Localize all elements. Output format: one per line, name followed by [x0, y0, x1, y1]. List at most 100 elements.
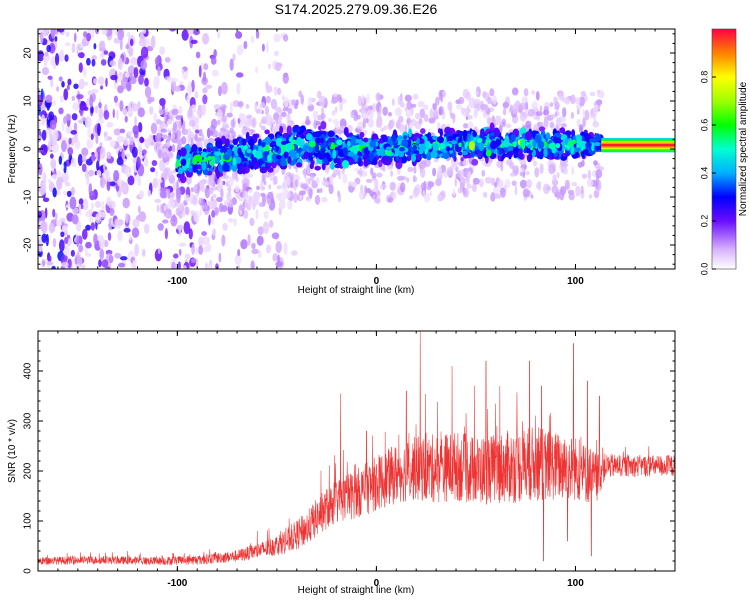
spectrogram-cell	[272, 253, 278, 262]
spectrogram-cell	[292, 174, 300, 183]
spectrogram-cell	[135, 214, 143, 221]
spectrogram-cell	[159, 46, 165, 56]
spectrogram-cell	[117, 230, 123, 242]
spectrogram-cell	[242, 190, 249, 200]
spectrogram-cell	[598, 181, 602, 192]
spectrogram-cell	[70, 249, 75, 257]
spectrogram-cell	[198, 155, 203, 164]
spectrogram-cell	[489, 122, 495, 132]
spectrogram-cell	[139, 146, 142, 158]
spectrogram-cell	[282, 34, 289, 42]
spectrogram-cell	[46, 261, 54, 266]
spectrogram-cell	[132, 157, 137, 164]
spectrogram-cell	[227, 218, 234, 223]
spectrogram-cell	[581, 173, 588, 179]
spectrogram-cell	[346, 151, 354, 157]
spectrogram-cell	[213, 104, 221, 110]
spectrogram-cell	[342, 146, 349, 156]
spectrogram-cell	[425, 141, 430, 147]
spectrogram-cell	[190, 209, 196, 217]
spectrogram-cell	[191, 79, 195, 93]
spectrogram-cell	[51, 29, 55, 39]
spectrogram-cell	[210, 56, 217, 65]
spectrogram-cell	[97, 118, 105, 125]
spectrogram-cell	[163, 113, 167, 121]
spectrogram-cell	[277, 254, 280, 264]
spectrogram-cell	[427, 181, 435, 188]
spectrogram-cell	[543, 116, 549, 128]
spectrogram-cell	[357, 156, 362, 166]
spectrogram-cell	[263, 174, 266, 185]
spectrogram-cell	[582, 117, 586, 128]
spectrogram-cell	[212, 198, 218, 209]
spectrogram-cell	[328, 183, 334, 195]
spectrogram-cell	[484, 176, 492, 184]
spectrogram-cell	[382, 164, 386, 172]
spectrogram-cell	[374, 197, 381, 204]
spectrogram-cell	[575, 185, 581, 197]
spectrogram-cell	[166, 77, 172, 83]
spectrogram-cell	[256, 235, 264, 246]
spectrogram-cell	[371, 187, 378, 193]
spectrogram-cell	[52, 129, 59, 141]
spectrogram-cell	[362, 137, 369, 143]
spectrogram-cell	[586, 178, 594, 188]
spectrogram-cell	[46, 44, 52, 53]
spectrogram-cell	[291, 250, 298, 256]
spectrogram-cell	[103, 109, 110, 120]
spectrogram-cell	[42, 54, 50, 62]
spectrogram-cell	[68, 137, 72, 145]
spectrogram-cell	[234, 185, 240, 193]
spectrogram-cell	[327, 130, 335, 138]
spectrogram-cell	[75, 263, 80, 269]
spectrogram-cell	[282, 73, 289, 84]
spectrogram-cell	[124, 72, 130, 78]
spectrogram-cell	[202, 87, 208, 94]
spectrogram-cell	[247, 234, 251, 247]
spectrogram-cell	[432, 103, 437, 111]
snr-x-tick-label: 100	[567, 578, 584, 589]
spectrogram-cell	[116, 109, 119, 121]
spectrogram-cell	[420, 138, 425, 144]
spectrogram-cell	[170, 77, 179, 82]
spectrogram-cell	[452, 113, 456, 124]
spectrogram-cell	[220, 188, 224, 199]
spectrogram-cell	[275, 137, 283, 147]
spectrogram-cell	[260, 101, 266, 108]
spectrogram-cell	[106, 177, 112, 182]
spectrogram-cell	[198, 147, 203, 152]
spectrogram-cell	[366, 93, 370, 104]
spectrogram-cell	[467, 121, 474, 132]
spectrogram-cell	[223, 104, 226, 114]
spectrogram-cell	[187, 108, 193, 119]
spectrogram-cell	[513, 150, 519, 158]
spectrogram-cell	[154, 56, 160, 66]
spectrogram-cell	[478, 178, 485, 187]
spectrogram-cell	[58, 155, 63, 165]
spectrogram-cell	[184, 194, 190, 203]
spectrogram-cell	[217, 85, 222, 97]
spectrogram-cell	[278, 200, 286, 210]
spectrogram-cell	[556, 191, 561, 200]
spectrogram-cell	[347, 140, 351, 147]
spectrogram-cell	[178, 248, 182, 256]
spectrogram-cell	[103, 50, 109, 55]
spectrogram-cell	[519, 179, 527, 189]
spectrogram-cell	[238, 204, 246, 211]
spectrogram-cell	[316, 188, 321, 194]
spectrogram-cell	[176, 188, 182, 200]
snr-x-tick-label: -100	[167, 578, 187, 589]
spectrogram-cell	[167, 118, 173, 125]
spectrogram-cell	[215, 196, 223, 203]
spectrogram-cell	[519, 138, 526, 148]
spectrogram-cell	[99, 212, 107, 218]
spectrogram-cell	[457, 169, 465, 179]
spectrogram-cell	[523, 88, 529, 97]
spectrogram-cell	[38, 163, 43, 176]
spectrogram-cell	[66, 84, 70, 91]
spectrogram-cell	[243, 209, 249, 219]
spectrogram-cell	[83, 31, 88, 38]
spectrogram-cell	[205, 84, 213, 89]
spectrogram-cell	[275, 261, 283, 267]
spectrogram-cell	[156, 178, 163, 184]
